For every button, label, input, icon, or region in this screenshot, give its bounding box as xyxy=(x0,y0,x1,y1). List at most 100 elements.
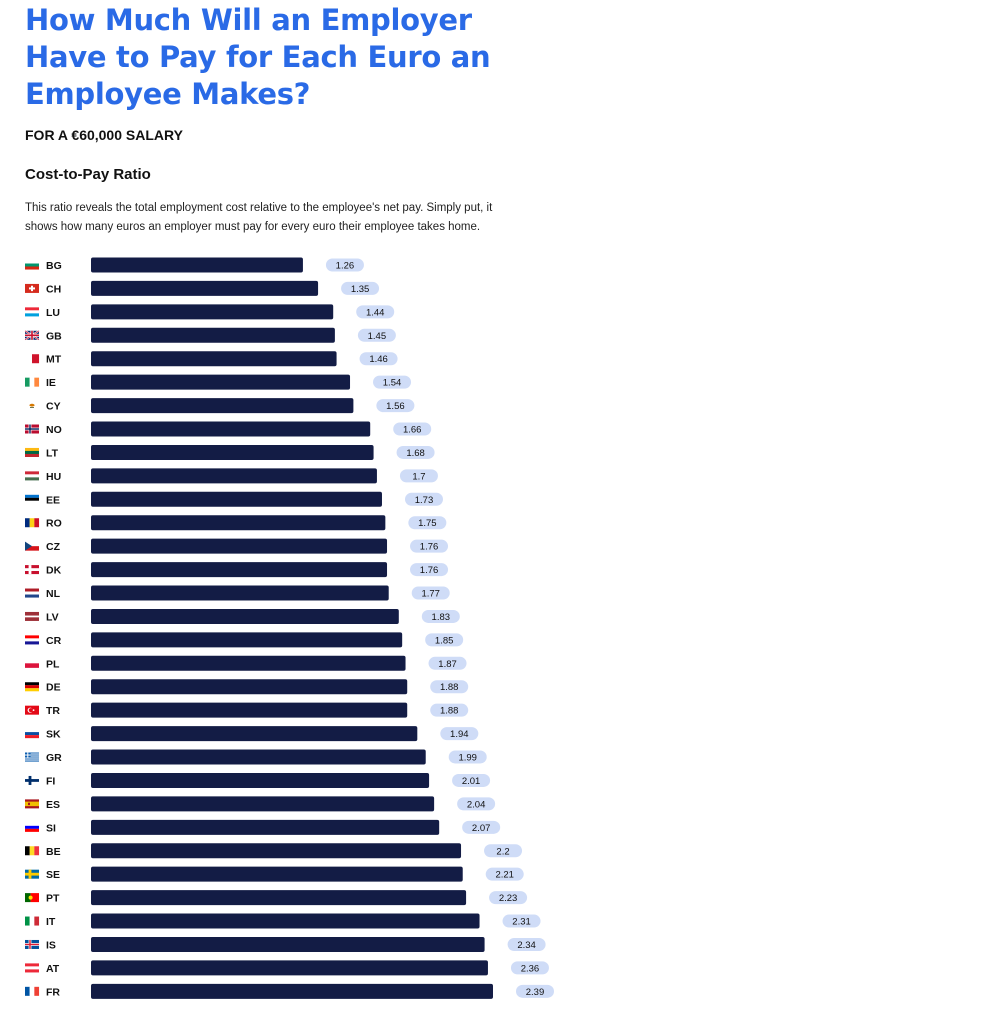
value-label: 1.35 xyxy=(351,284,370,295)
value-pill xyxy=(428,656,467,670)
flag-icon xyxy=(25,283,39,293)
category-label: GR xyxy=(46,752,62,764)
chart-row: PL 1.87 xyxy=(25,655,467,671)
value-label: 1.7 xyxy=(412,471,425,482)
chart-row: HU 1.7 xyxy=(25,468,438,484)
bar xyxy=(91,562,388,578)
flag-icon xyxy=(25,799,39,809)
value-pill xyxy=(356,305,395,319)
value-pill xyxy=(410,563,449,577)
value-pill xyxy=(404,492,443,506)
chart-row: CH 1.35 xyxy=(25,280,380,296)
chart-row: RO 1.75 xyxy=(25,515,447,531)
value-pill xyxy=(325,258,364,272)
value-label: 1.88 xyxy=(440,682,459,693)
value-pill xyxy=(440,727,479,741)
value-pill xyxy=(430,680,469,694)
category-label: BE xyxy=(46,846,61,858)
value-pill xyxy=(485,867,524,881)
flag-icon xyxy=(25,846,40,856)
category-label: SE xyxy=(46,869,60,881)
chart-row: CY 1.56 xyxy=(25,398,415,414)
value-pill xyxy=(410,539,449,553)
value-pill xyxy=(357,328,396,342)
flag-icon xyxy=(25,775,39,785)
category-label: DE xyxy=(46,682,61,694)
bar xyxy=(91,890,467,906)
value-label: 1.56 xyxy=(386,401,405,412)
value-label: 1.83 xyxy=(432,612,451,623)
category-label: FI xyxy=(46,775,55,787)
category-label: MT xyxy=(46,354,62,366)
value-label: 2.2 xyxy=(496,846,509,857)
category-label: CZ xyxy=(46,541,61,553)
category-label: TR xyxy=(46,705,60,717)
chart-row: DE 1.88 xyxy=(25,679,469,695)
value-pill xyxy=(452,773,491,787)
chart-row: MT 1.46 xyxy=(25,351,398,367)
value-pill xyxy=(396,445,435,459)
chart-description: This ratio reveals the total employment … xyxy=(25,202,493,233)
flag-icon xyxy=(25,986,40,996)
value-label: 1.45 xyxy=(368,331,387,342)
page-title: How Much Will an Employer Have to Pay fo… xyxy=(25,3,491,111)
flag-icon xyxy=(25,916,40,926)
value-pill xyxy=(515,984,554,998)
bar xyxy=(91,374,351,390)
category-label: DK xyxy=(46,565,62,577)
bar xyxy=(91,749,426,765)
value-pill xyxy=(421,609,460,623)
flag-icon xyxy=(25,401,39,411)
bar xyxy=(91,772,430,788)
category-label: IS xyxy=(46,939,56,951)
value-label: 1.77 xyxy=(421,589,440,600)
value-pill xyxy=(457,797,496,811)
chart-row: TR 1.88 xyxy=(25,702,469,718)
value-label: 1.94 xyxy=(450,729,469,740)
category-label: CH xyxy=(46,283,61,295)
category-label: GB xyxy=(46,330,62,342)
flag-icon xyxy=(25,565,39,575)
chart-row: LU 1.44 xyxy=(25,304,395,320)
value-label: 1.99 xyxy=(458,753,477,764)
chart-row: LT 1.68 xyxy=(25,444,435,460)
value-pill xyxy=(430,703,469,717)
value-pill xyxy=(376,399,415,413)
value-label: 2.34 xyxy=(517,940,536,951)
category-label: NO xyxy=(46,424,62,436)
flag-icon xyxy=(25,729,39,739)
page-subtitle: FOR A €60,000 SALARY xyxy=(25,127,183,143)
value-pill xyxy=(399,469,438,483)
value-label: 1.76 xyxy=(420,542,439,553)
flag-icon xyxy=(25,494,39,504)
value-label: 1.75 xyxy=(418,518,437,529)
category-label: CR xyxy=(46,635,62,647)
flag-icon xyxy=(25,307,39,317)
bar xyxy=(91,538,388,554)
category-label: HU xyxy=(46,471,61,483)
chart-row: GB 1.45 xyxy=(24,327,396,343)
category-label: LU xyxy=(46,307,60,319)
value-label: 2.31 xyxy=(512,917,531,928)
category-label: IT xyxy=(46,916,56,928)
value-pill xyxy=(448,750,487,764)
flag-icon xyxy=(25,518,40,528)
flag-icon xyxy=(25,260,39,270)
value-label: 2.07 xyxy=(472,823,491,834)
value-pill xyxy=(502,914,541,928)
flag-icon xyxy=(25,541,39,551)
value-pill xyxy=(359,352,398,366)
chart-row: NO 1.66 xyxy=(25,421,432,437)
value-pill xyxy=(484,844,523,858)
category-label: RO xyxy=(46,518,62,530)
value-label: 2.21 xyxy=(495,870,514,881)
category-label: PL xyxy=(46,658,60,670)
value-label: 1.44 xyxy=(366,307,385,318)
chart-row: CZ 1.76 xyxy=(25,538,449,554)
bar xyxy=(91,936,485,952)
value-pill xyxy=(462,820,501,834)
flag-icon xyxy=(24,330,40,341)
value-label: 2.23 xyxy=(499,893,518,904)
bar xyxy=(91,726,418,742)
